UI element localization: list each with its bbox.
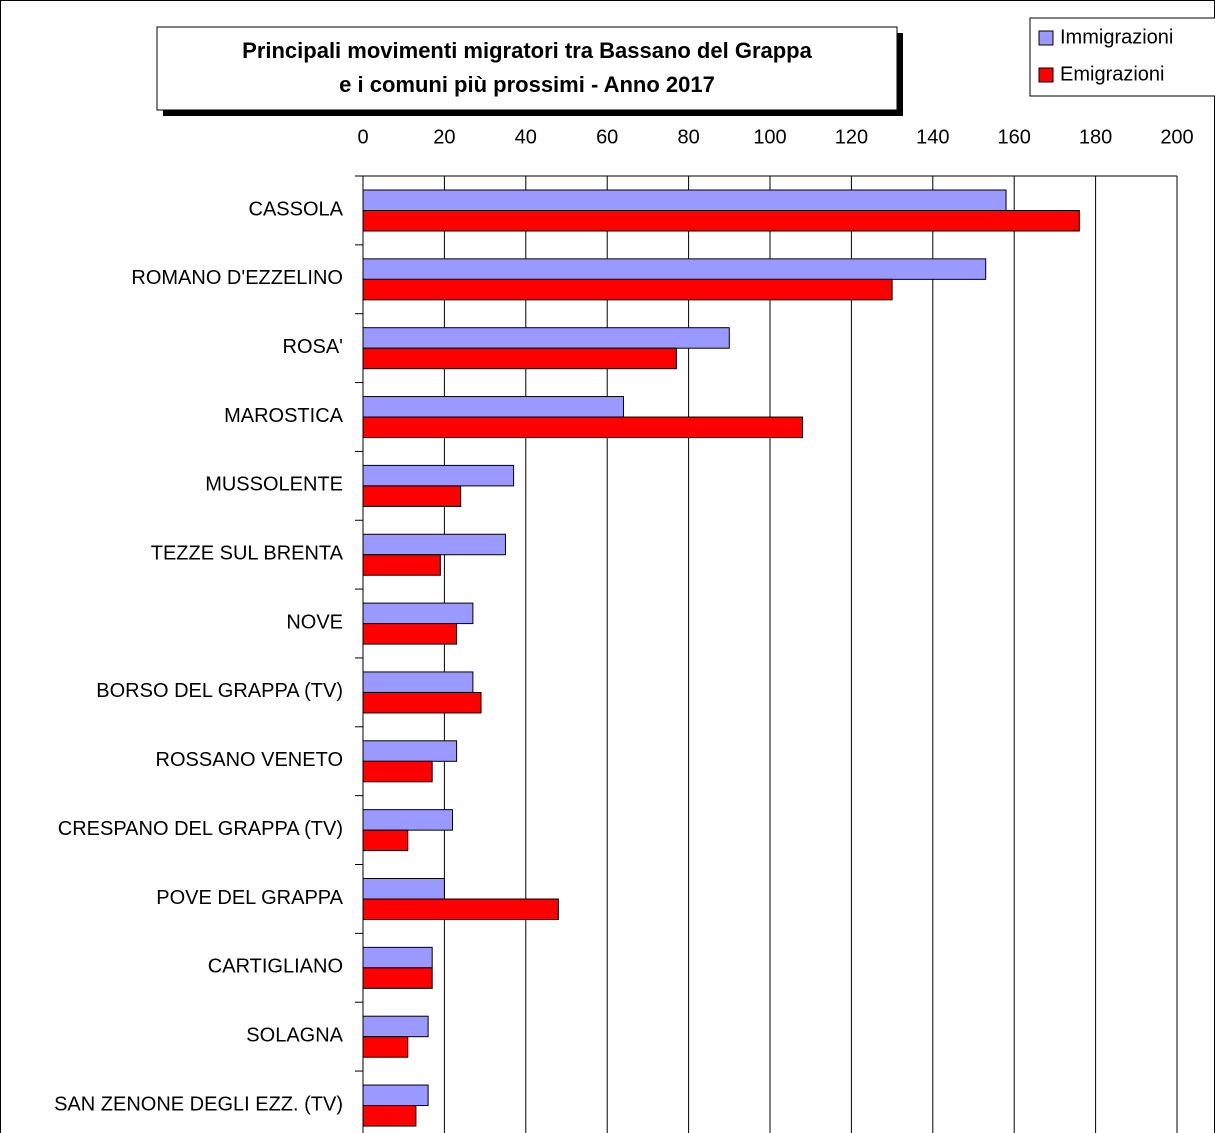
bar (362, 1105, 417, 1127)
x-tick-label: 0 (357, 126, 368, 148)
bar (362, 691, 482, 714)
y-tick-label: SAN ZENONE DEGLI EZZ. (TV) (54, 1093, 343, 1115)
bar (362, 258, 987, 280)
legend-box (1029, 17, 1215, 97)
x-tick-label: 160 (998, 126, 1031, 148)
y-tick-label: CARTIGLIANO (208, 956, 343, 978)
x-tick-label: 20 (433, 126, 455, 148)
x-tick-label: 60 (596, 126, 618, 148)
bar (362, 878, 445, 900)
bar (362, 1036, 409, 1058)
y-tick-label: ROMANO D'EZZELINO (131, 267, 343, 289)
bar (362, 602, 474, 625)
y-tick-label: CASSOLA (249, 198, 344, 220)
bar (362, 347, 677, 370)
legend-swatch (1038, 67, 1054, 83)
bar (362, 327, 730, 349)
x-tick-label: 200 (1160, 126, 1193, 148)
legend-swatch (1038, 30, 1054, 46)
y-tick-label: NOVE (286, 611, 343, 633)
bar (362, 416, 804, 439)
bar (362, 809, 454, 831)
title-box (156, 26, 898, 111)
y-tick-label: MAROSTICA (224, 405, 344, 427)
y-tick-label: ROSA' (283, 336, 344, 358)
bar (362, 485, 462, 507)
bar (362, 1084, 429, 1107)
bar (362, 946, 433, 969)
x-tick-label: 100 (753, 126, 786, 148)
bar (362, 533, 506, 556)
bar (362, 1015, 429, 1038)
bar (362, 554, 441, 576)
y-tick-label: SOLAGNA (246, 1024, 343, 1046)
x-tick-label: 80 (677, 126, 699, 148)
bar (362, 671, 474, 693)
legend-label: Immigrazioni (1060, 26, 1173, 48)
bar (362, 278, 893, 301)
x-tick-label: 120 (835, 126, 868, 148)
bar (362, 396, 624, 418)
bar (362, 210, 1080, 232)
legend-label: Emigrazioni (1060, 63, 1164, 85)
bar (362, 760, 433, 783)
bar (362, 740, 458, 762)
y-tick-label: CRESPANO DEL GRAPPA (TV) (58, 818, 343, 840)
bar (362, 623, 458, 645)
y-tick-label: ROSSANO VENETO (156, 749, 343, 771)
bar (362, 967, 433, 989)
chart-title: Principali movimenti migratori tra Bassa… (242, 38, 812, 63)
bar (362, 189, 1007, 211)
x-tick-label: 180 (1079, 126, 1112, 148)
chart-title: e i comuni più prossimi - Anno 2017 (339, 72, 715, 97)
bar (362, 898, 559, 920)
bar (362, 829, 409, 852)
x-tick-label: 140 (916, 126, 949, 148)
y-tick-label: POVE DEL GRAPPA (156, 887, 343, 909)
y-tick-label: MUSSOLENTE (205, 474, 343, 496)
bar (362, 464, 515, 487)
y-tick-label: BORSO DEL GRAPPA (TV) (96, 680, 343, 702)
x-tick-label: 40 (515, 126, 537, 148)
y-tick-label: TEZZE SUL BRENTA (151, 543, 344, 565)
